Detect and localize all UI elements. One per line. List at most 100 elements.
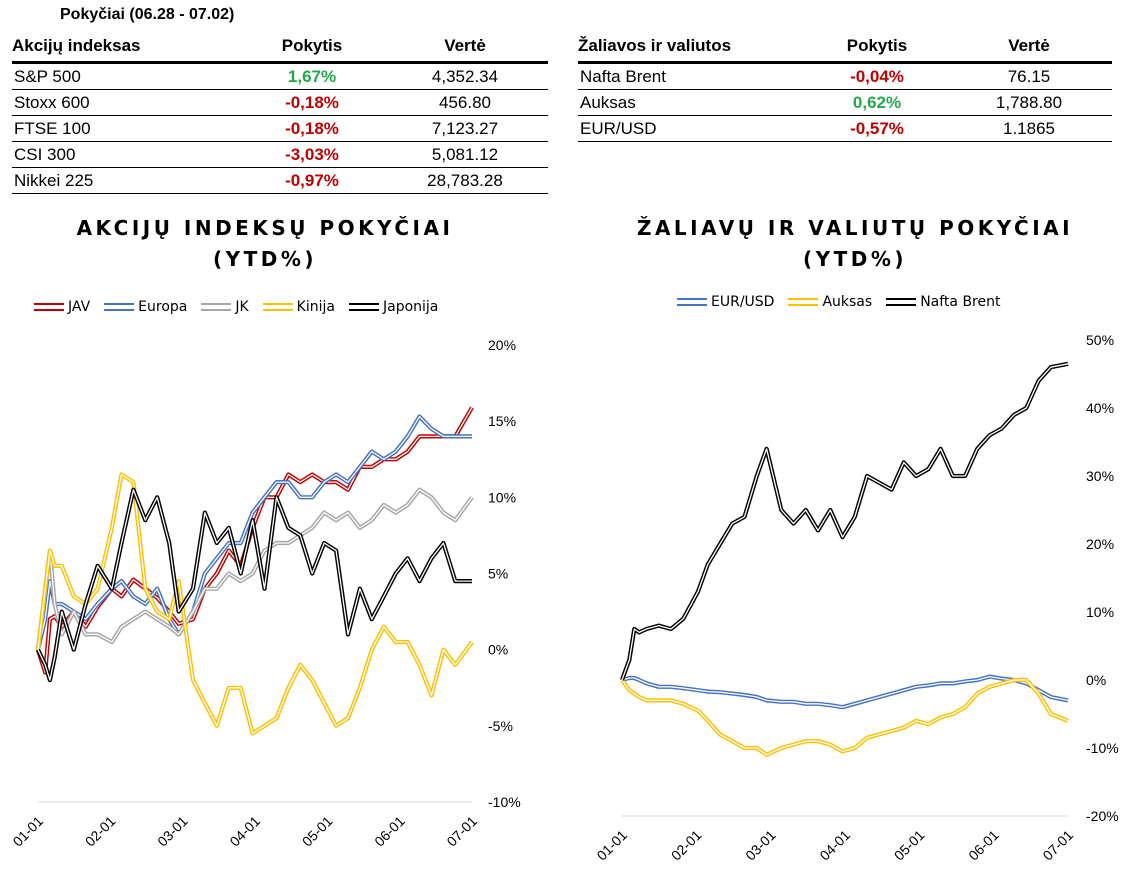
y-tick-label: 15% (488, 413, 516, 429)
legend-swatch (201, 303, 232, 311)
legend-item: JAV (34, 299, 90, 315)
legend-item: Europa (104, 299, 187, 315)
row-value: 1.1865 (946, 115, 1112, 142)
legend-label: JK (235, 299, 249, 315)
chart-subtitle-line: (YTD%) (802, 247, 908, 271)
x-tick-label: 05-01 (891, 827, 928, 864)
legend-label: Europa (138, 299, 188, 315)
legend-item: Auksas (788, 294, 872, 310)
column-header-value: Vertė (444, 35, 486, 55)
y-tick-label: 40% (1086, 400, 1114, 416)
series-line-inner (37, 489, 472, 681)
table-row: Nafta Brent -0,04% 76.15 (578, 62, 1112, 90)
x-tick-label: 02-01 (82, 813, 119, 850)
x-tick-label: 02-01 (668, 827, 705, 864)
column-header-index: Akcijų indeksas (12, 35, 141, 55)
table-row: Stoxx 600 -0,18% 456.80 (12, 89, 548, 116)
x-tick-label: 06-01 (371, 813, 408, 850)
legend-item: EUR/USD (677, 294, 774, 310)
series-line-inner (37, 415, 472, 650)
x-tick-label: 03-01 (154, 813, 191, 850)
y-tick-label: -5% (488, 718, 513, 734)
chart-0: 20% 15% 10% 5% 0% -5% -10% 01-01 02-01 03-01 04-01… (9, 337, 520, 849)
period-label: Pokyčiai (06.28 - 07.02) (60, 6, 235, 23)
series-line-kinija (35, 472, 474, 736)
y-tick-label: -10% (1086, 740, 1119, 756)
y-tick-label: 5% (488, 566, 508, 582)
legend-label: JAV (68, 299, 91, 315)
row-change: -0,57% (808, 115, 946, 142)
x-tick-label: 04-01 (816, 827, 853, 864)
y-tick-label: 10% (488, 489, 516, 505)
y-tick-label: 30% (1086, 468, 1114, 484)
row-name: CSI 300 (12, 141, 242, 168)
x-tick-label: 01-01 (593, 827, 630, 864)
series-line-inner (621, 363, 1069, 681)
chart-1: 50% 40% 30% 20% 10% 0% -10% -20% 01-01 02-01 03-01… (593, 332, 1118, 863)
commodities-table: Žaliavos ir valiutos Pokytis Vertė Nafta… (578, 30, 1112, 142)
legend-swatch (348, 303, 379, 311)
row-value: 5,081.12 (382, 141, 548, 168)
row-change: -0,04% (808, 62, 946, 90)
series-line-auksas (620, 677, 1069, 757)
row-change: 1,67% (242, 62, 382, 90)
x-tick-label: 07-01 (1039, 827, 1076, 864)
column-header-commodity: Žaliavos ir valiutos (578, 35, 732, 55)
x-tick-label: 03-01 (742, 827, 779, 864)
row-value: 28,783.28 (382, 167, 548, 194)
row-name: FTSE 100 (12, 115, 242, 142)
row-change: 0,62% (808, 89, 946, 116)
x-tick-label: 01-01 (9, 813, 46, 850)
series-line-europa (35, 414, 472, 651)
row-name: Nafta Brent (578, 62, 808, 90)
series-line-inner (621, 679, 1069, 756)
chart-title-commodities: ŽALIAVŲ IR VALIUTŲ POKYČIAI (YTD%) (630, 213, 1080, 275)
column-header-change: Pokytis (846, 35, 908, 55)
row-name: Auksas (578, 89, 808, 116)
stock-index-table: Akcijų indeksas Pokytis Vertė S&P 500 1,6… (12, 30, 548, 194)
series-line-inner (621, 675, 1069, 708)
row-name: S&P 500 (12, 62, 242, 90)
legend-label: Kinija (296, 299, 335, 315)
y-tick-label: 0% (488, 642, 508, 658)
legend-item: Kinija (262, 299, 335, 315)
series-line-inner (37, 489, 473, 650)
series-line-outer (35, 472, 474, 736)
legend-commodities: EUR/USD Auksas Nafta Brent (677, 294, 1014, 310)
table-row: EUR/USD -0,57% 1.1865 (578, 115, 1112, 142)
y-tick-label: 50% (1086, 332, 1114, 348)
legend-swatch (34, 303, 64, 311)
row-name: Stoxx 600 (12, 89, 242, 116)
row-value: 4,352.34 (382, 62, 548, 90)
legend-label: Japonija (382, 299, 439, 315)
chart-title-line: ŽALIAVŲ IR VALIUTŲ POKYČIAI (636, 216, 1074, 240)
row-name: Nikkei 225 (12, 167, 242, 194)
legend-item: JK (201, 299, 249, 315)
table-header-row: Akcijų indeksas Pokytis Vertė (12, 30, 548, 63)
legend-swatch (677, 298, 707, 306)
series-line-outer (621, 674, 1069, 710)
chart-subtitle-line: (YTD%) (212, 247, 318, 271)
row-change: -0,18% (242, 89, 382, 116)
row-change: -0,18% (242, 115, 382, 142)
legend-swatch (788, 298, 819, 306)
series-line-jk (35, 487, 474, 650)
series-line-nafta-brent (620, 361, 1069, 681)
y-tick-label: 0% (1086, 672, 1106, 688)
table-row: Auksas 0,62% 1,788.80 (578, 89, 1112, 116)
x-tick-label: 07-01 (443, 813, 480, 850)
series-line-outer (620, 677, 1069, 757)
row-value: 456.80 (382, 89, 548, 116)
legend-item: Japonija (348, 299, 439, 315)
y-tick-label: 20% (488, 337, 516, 353)
x-tick-label: 06-01 (965, 827, 1002, 864)
legend-item: Nafta Brent (886, 294, 1000, 310)
x-tick-label: 05-01 (299, 813, 336, 850)
row-change: -3,03% (242, 141, 382, 168)
series-line-inner (37, 473, 473, 735)
legend-label: Nafta Brent (920, 294, 1001, 310)
row-value: 76.15 (946, 62, 1112, 90)
y-tick-label: -20% (1086, 808, 1119, 824)
chart-title-stocks: AKCIJŲ INDEKSŲ POKYČIAI (YTD%) (40, 213, 490, 275)
